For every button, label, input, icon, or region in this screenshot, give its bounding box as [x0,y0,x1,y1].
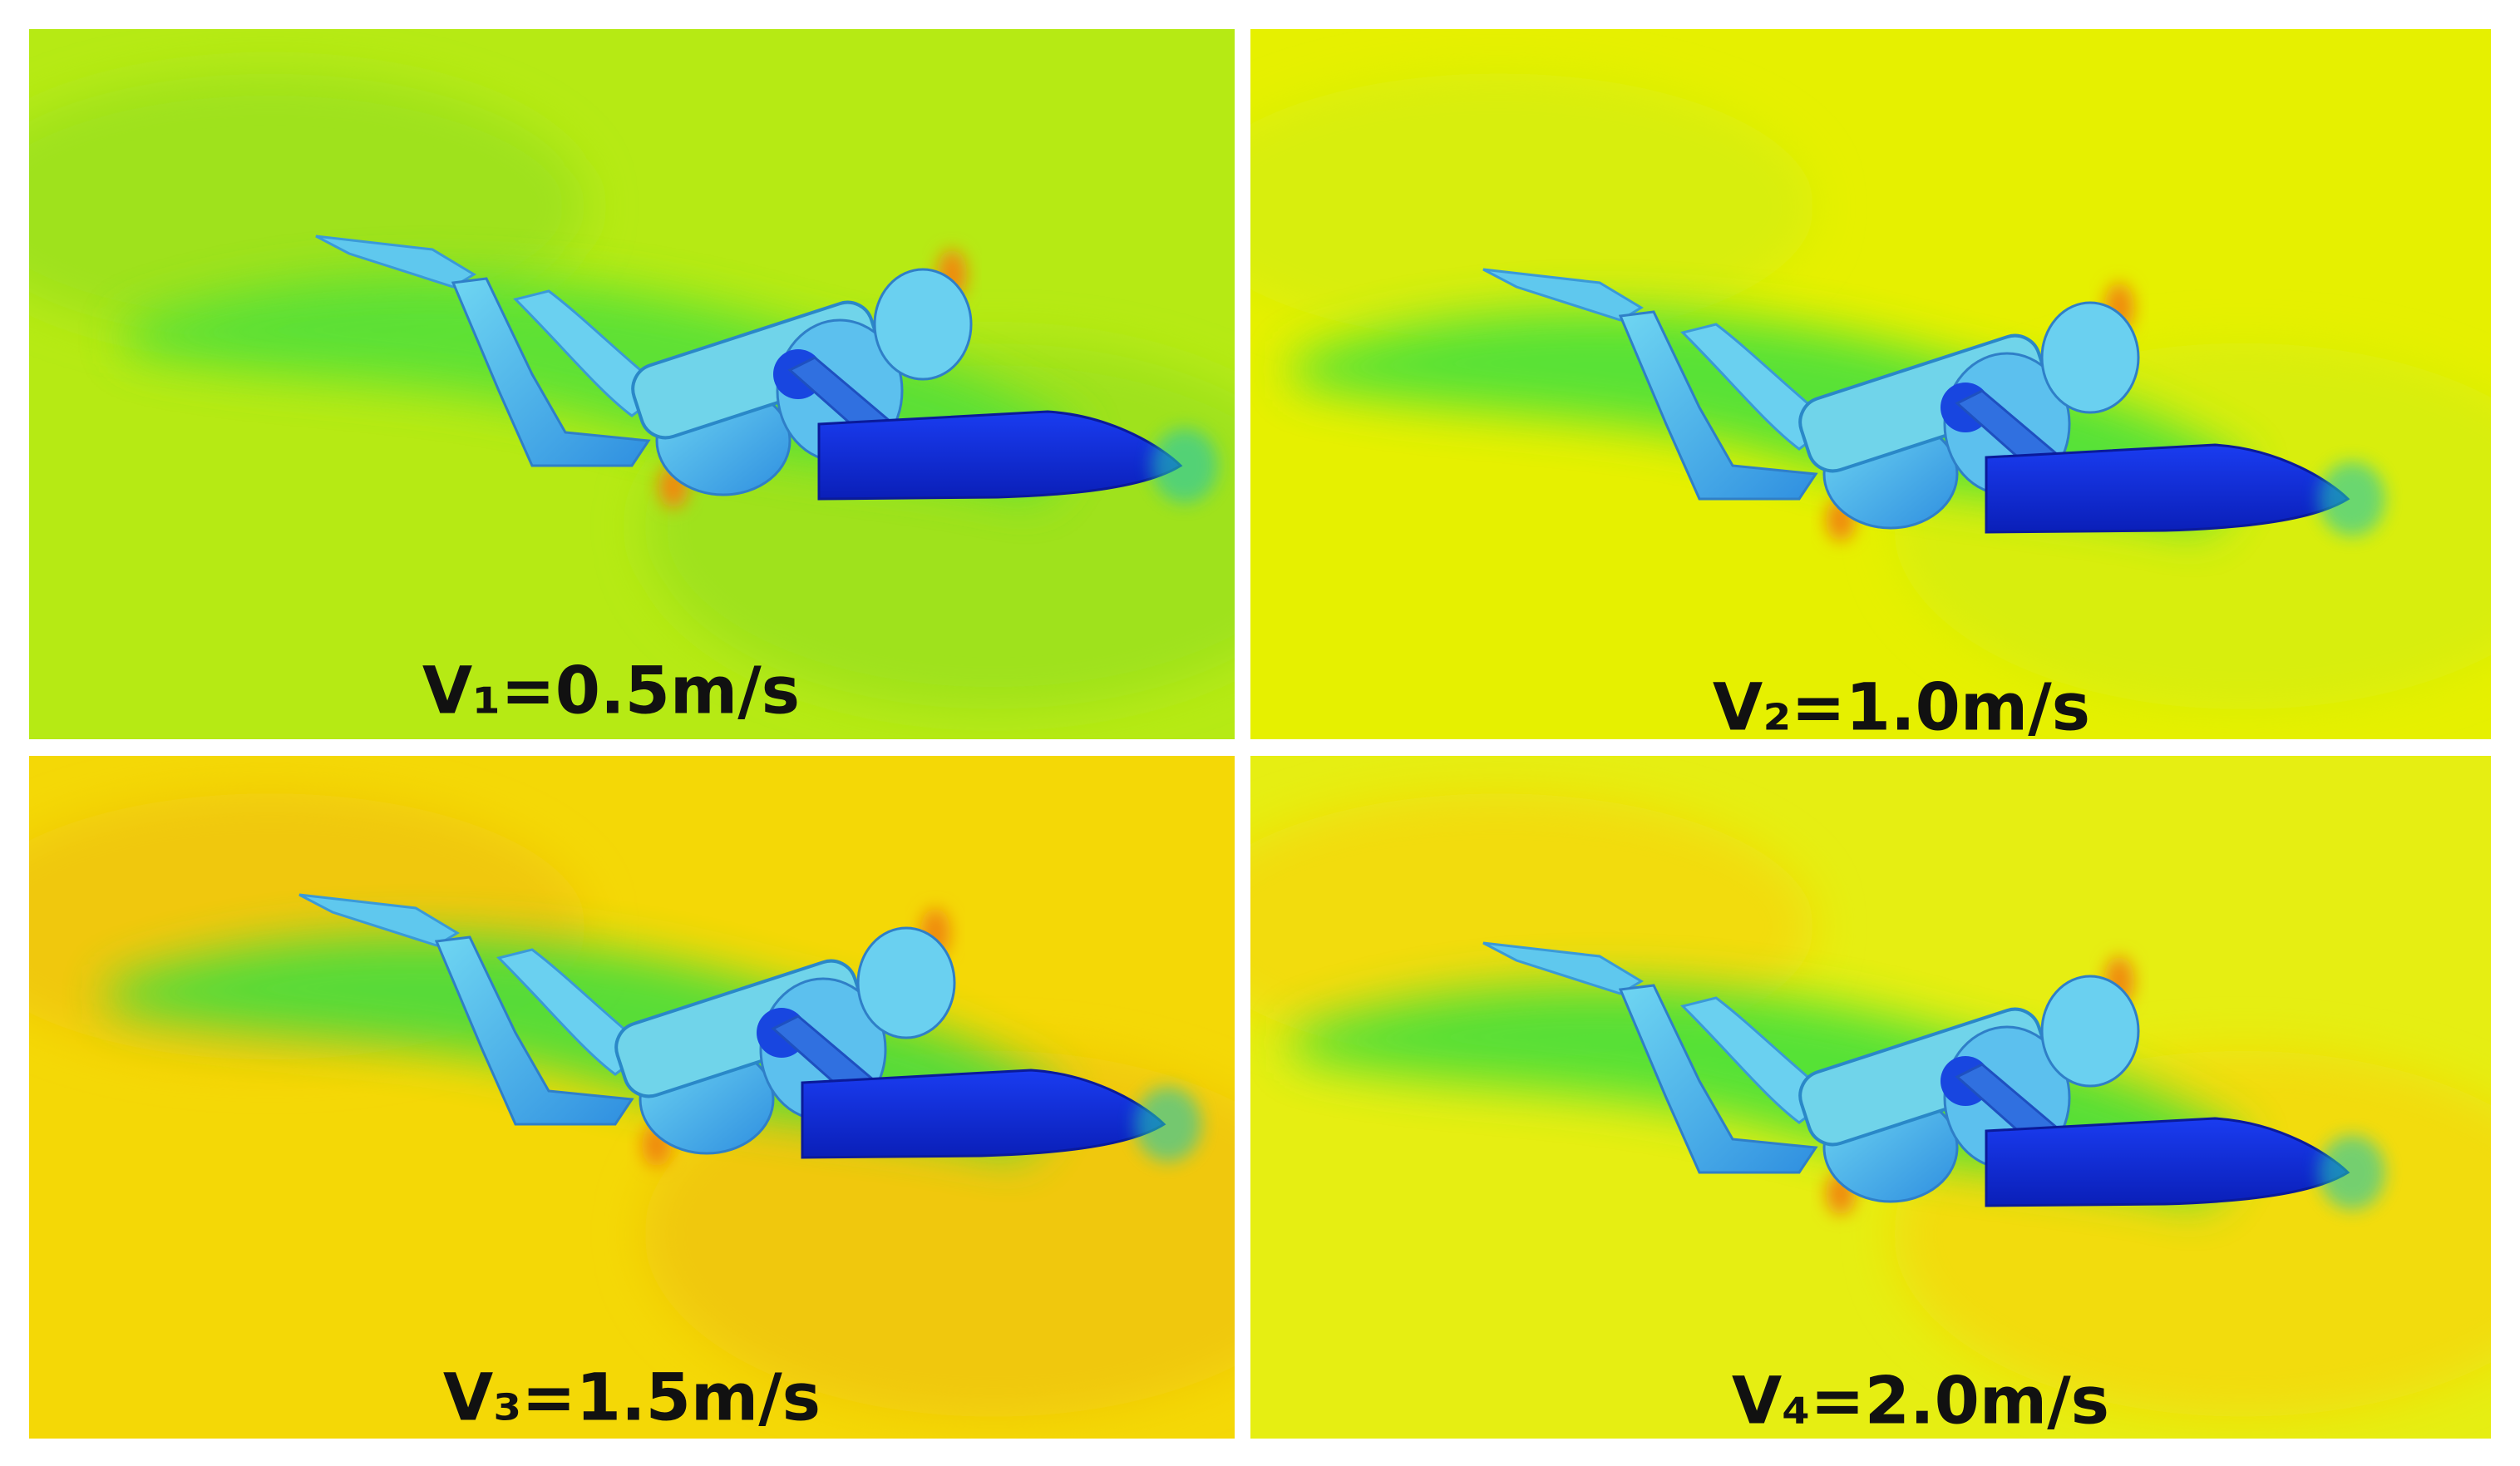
velocity-label: V₃=1.5m/s [443,1360,821,1435]
leg [451,277,651,467]
diver [1292,268,2385,541]
diver [108,893,1201,1167]
panel [29,756,1235,1439]
panel [1250,29,2491,739]
leg [1618,984,1818,1174]
head [2040,975,2140,1088]
flow-region [1250,73,1815,340]
leg [1618,310,1818,501]
head [856,926,956,1039]
head [2040,301,2140,414]
panel [29,29,1235,739]
nose-flow [1152,428,1218,503]
head [873,268,973,381]
velocity-label: V₄=2.0m/s [1732,1364,2109,1439]
leg [434,935,634,1126]
nose-flow [2319,1135,2385,1210]
nose-flow [1135,1087,1201,1162]
nose-flow [2319,462,2385,536]
velocity-label: V₂=1.0m/s [1713,670,2090,745]
velocity-label: V₁=0.5m/s [422,654,800,728]
diver [1292,941,2385,1215]
diver [125,234,1218,508]
panel [1250,756,2491,1439]
